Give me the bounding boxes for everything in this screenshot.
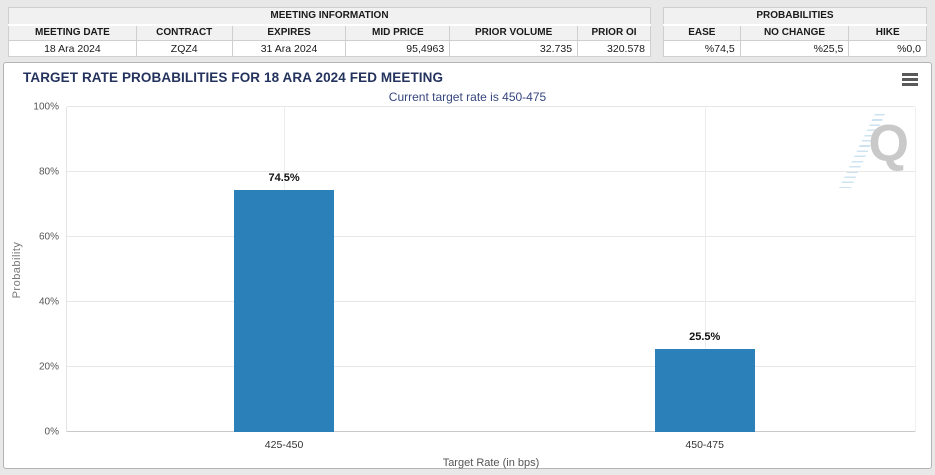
chart-subtitle: Current target rate is 450-475 xyxy=(388,90,547,104)
y-tick-label: 0% xyxy=(44,426,59,438)
y-gridline xyxy=(67,366,915,367)
x-tick-label: 450-475 xyxy=(685,439,724,451)
y-gridline xyxy=(67,301,915,302)
x-axis-title: Target Rate (in bps) xyxy=(442,457,540,469)
plot-area: Probability Target Rate (in bps) Q 0% 20%… xyxy=(11,102,916,469)
y-gridline xyxy=(67,106,915,107)
y-tick-label: 20% xyxy=(38,361,59,373)
col-header-ease: EASE xyxy=(663,24,741,41)
meeting-information-table: MEETING INFORMATION MEETING DATE CONTRAC… xyxy=(8,7,651,57)
top-tables-section: MEETING INFORMATION MEETING DATE CONTRAC… xyxy=(8,7,927,57)
hamburger-menu-icon xyxy=(902,78,918,81)
col-header-prior-volume: PRIOR VOLUME xyxy=(449,24,579,41)
chart-export-menu-button[interactable] xyxy=(902,73,918,88)
hike-probability-value: %0,0 xyxy=(848,40,927,57)
col-header-mid-price: MID PRICE xyxy=(345,24,451,41)
bar-value-label: 74.5% xyxy=(268,171,300,184)
col-header-prior-oi: PRIOR OI xyxy=(577,24,651,41)
y-axis-title: Probability xyxy=(11,241,23,298)
watermark-stripes-icon xyxy=(839,114,885,188)
watermark-q-letter: Q xyxy=(868,115,909,173)
prior-volume-value: 32.735 xyxy=(449,40,579,57)
chart-title: TARGET RATE PROBABILITIES FOR 18 ARA 202… xyxy=(23,70,444,85)
watermark: Q xyxy=(839,112,913,192)
mid-price-value: 95,4963 xyxy=(345,40,451,57)
hamburger-menu-icon xyxy=(902,83,918,86)
x-tick-label: 425-450 xyxy=(264,439,304,451)
y-tick-label: 60% xyxy=(38,231,59,243)
y-tick-label: 100% xyxy=(33,101,59,113)
probabilities-table: PROBABILITIES EASE NO CHANGE HIKE %74,5 … xyxy=(663,7,927,57)
contract-value: ZQZ4 xyxy=(135,40,233,57)
y-tick-label: 80% xyxy=(38,166,59,178)
y-gridline xyxy=(67,236,915,237)
prior-oi-value: 320.578 xyxy=(577,40,651,57)
chart-panel: TARGET RATE PROBABILITIES FOR 18 ARA 202… xyxy=(3,62,932,469)
col-header-no-change: NO CHANGE xyxy=(739,24,850,41)
y-tick-label: 40% xyxy=(38,296,59,308)
hamburger-menu-icon xyxy=(902,73,918,76)
meeting-information-header: MEETING INFORMATION xyxy=(8,7,651,26)
bar-425-450[interactable] xyxy=(234,189,335,432)
x-axis-line xyxy=(67,431,915,432)
y-gridline xyxy=(67,171,915,172)
col-header-meeting-date: MEETING DATE xyxy=(8,24,137,41)
col-header-contract: CONTRACT xyxy=(135,24,233,41)
probabilities-header: PROBABILITIES xyxy=(663,7,927,26)
bar-450-475[interactable] xyxy=(654,349,755,432)
ease-probability-value: %74,5 xyxy=(663,40,741,57)
bar-value-label: 25.5% xyxy=(689,331,721,344)
col-header-hike: HIKE xyxy=(848,24,927,41)
col-header-expires: EXPIRES xyxy=(231,24,347,41)
no-change-probability-value: %25,5 xyxy=(739,40,850,57)
x-gridline xyxy=(704,107,706,432)
expires-value: 31 Ara 2024 xyxy=(231,40,347,57)
meeting-date-value: 18 Ara 2024 xyxy=(8,40,137,57)
